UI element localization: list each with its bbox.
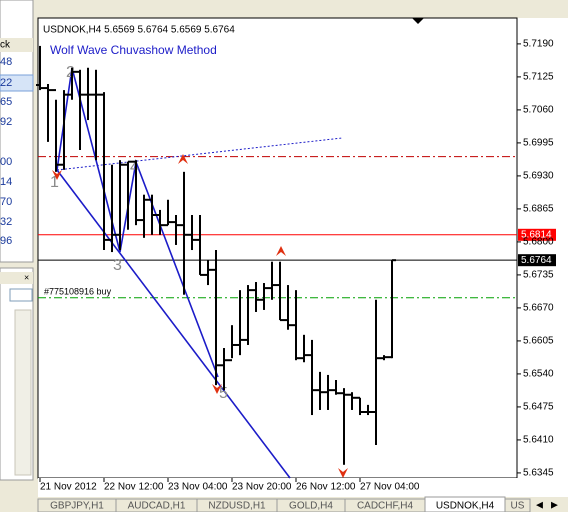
price-level-label: 5.6764 xyxy=(521,255,552,266)
order-label: #775108916 buy xyxy=(44,286,112,296)
arrow xyxy=(178,154,188,164)
y-tick-label: 5.6930 xyxy=(523,171,554,182)
price-level-box xyxy=(518,228,556,241)
y-tick-label: 5.6410 xyxy=(523,435,554,446)
y-tick-label: 5.7125 xyxy=(523,72,554,83)
market-watch-price: 22 xyxy=(0,77,12,89)
tab[interactable] xyxy=(504,498,531,512)
y-tick-label: 5.6670 xyxy=(523,303,554,314)
wave-label: 2 xyxy=(66,64,75,81)
target-line xyxy=(56,169,291,479)
chart-header: USDNOK,H4 5.6569 5.6764 5.6569 5.6764 xyxy=(43,25,235,36)
x-tick-label: 23 Nov 04:00 xyxy=(168,482,228,493)
price-axis-area xyxy=(517,18,568,478)
market-watch-header-bg xyxy=(0,38,33,52)
indicator-title: Wolf Wave Chuvashow Method xyxy=(50,43,217,57)
tab-label[interactable]: AUDCAD,H1 xyxy=(128,501,186,512)
market-watch-price: 65 xyxy=(0,96,12,108)
arrow xyxy=(276,246,286,256)
scrollbar[interactable] xyxy=(14,309,32,476)
time-axis: 21 Nov 2012 22 Nov 12:00 23 Nov 04:00 23 No… xyxy=(39,478,420,493)
time-axis-area xyxy=(38,478,568,497)
market-watch-header: ck xyxy=(0,40,11,51)
dropdown[interactable] xyxy=(9,288,33,302)
chart-area xyxy=(37,17,518,479)
tab-label[interactable]: USDNOK,H4 xyxy=(436,501,495,512)
wave-label: 1 xyxy=(50,174,59,191)
y-tick-label: 5.6605 xyxy=(523,336,554,347)
market-watch-price: 32 xyxy=(0,216,12,228)
market-watch-price: 00 xyxy=(0,156,12,168)
y-tick-label: 5.6345 xyxy=(523,468,554,479)
x-tick-label: 23 Nov 20:00 xyxy=(232,482,292,493)
tab-label[interactable]: GBPJPY,H1 xyxy=(50,501,104,512)
fractal-arrows xyxy=(52,154,348,478)
navigator-header xyxy=(0,272,33,284)
arrow xyxy=(338,468,348,478)
selected-row[interactable] xyxy=(0,74,34,92)
wolf-wave-lines xyxy=(56,67,343,479)
y-tick-label: 5.6735 xyxy=(523,270,554,281)
wave-label: 4 xyxy=(130,159,139,176)
y-tick-label: 5.6995 xyxy=(523,138,554,149)
tab-label[interactable]: US xyxy=(511,501,525,512)
x-tick-label: 21 Nov 2012 xyxy=(40,482,97,493)
levels: 5.6814 5.6764 xyxy=(38,156,556,299)
x-tick-label: 22 Nov 12:00 xyxy=(104,482,164,493)
wave-label: 5 xyxy=(219,385,228,402)
y-tick-label: 5.7190 xyxy=(523,39,554,50)
market-watch-price: 48 xyxy=(0,56,12,68)
y-tick-label: 5.6800 xyxy=(523,237,554,248)
price-bars xyxy=(36,45,396,465)
price-level-box xyxy=(518,254,556,267)
y-tick-label: 5.6865 xyxy=(523,204,554,215)
market-watch-rows: 48 22 65 92 00 14 70 32 96 xyxy=(0,56,12,247)
tab-scroll-right[interactable]: ▶ xyxy=(551,499,558,509)
price-axis: 5.7190 5.7125 5.7060 5.6995 5.6930 5.6865 5.68… xyxy=(517,39,554,479)
close-icon[interactable]: × xyxy=(24,272,29,282)
x-tick-label: 26 Nov 12:00 xyxy=(296,482,356,493)
market-watch-price: 96 xyxy=(0,235,12,247)
wave-label: 3 xyxy=(113,257,122,274)
wave-labels: 1 2 3 4 5 xyxy=(50,64,228,402)
arrow xyxy=(212,384,222,394)
y-tick-label: 5.6475 xyxy=(523,402,554,413)
market-watch-price: 14 xyxy=(0,176,12,188)
tab-label[interactable]: NZDUSD,H1 xyxy=(208,501,266,512)
market-watch-price: 92 xyxy=(0,116,12,128)
arrow xyxy=(52,170,62,180)
chart-tabs: GBPJPY,H1 AUDCAD,H1 NZDUSD,H1 GOLD,H4 CADCHF… xyxy=(37,496,531,512)
x-tick-label: 27 Nov 04:00 xyxy=(360,482,420,493)
tab-scroll-left[interactable]: ◀ xyxy=(536,499,543,509)
shift-marker xyxy=(412,18,424,24)
tab-label[interactable]: CADCHF,H4 xyxy=(357,501,414,512)
price-level-label: 5.6814 xyxy=(521,229,552,240)
market-watch-price: 70 xyxy=(0,196,12,208)
y-tick-label: 5.7060 xyxy=(523,105,554,116)
y-tick-label: 5.6540 xyxy=(523,369,554,380)
tab-label[interactable]: GOLD,H4 xyxy=(289,501,333,512)
